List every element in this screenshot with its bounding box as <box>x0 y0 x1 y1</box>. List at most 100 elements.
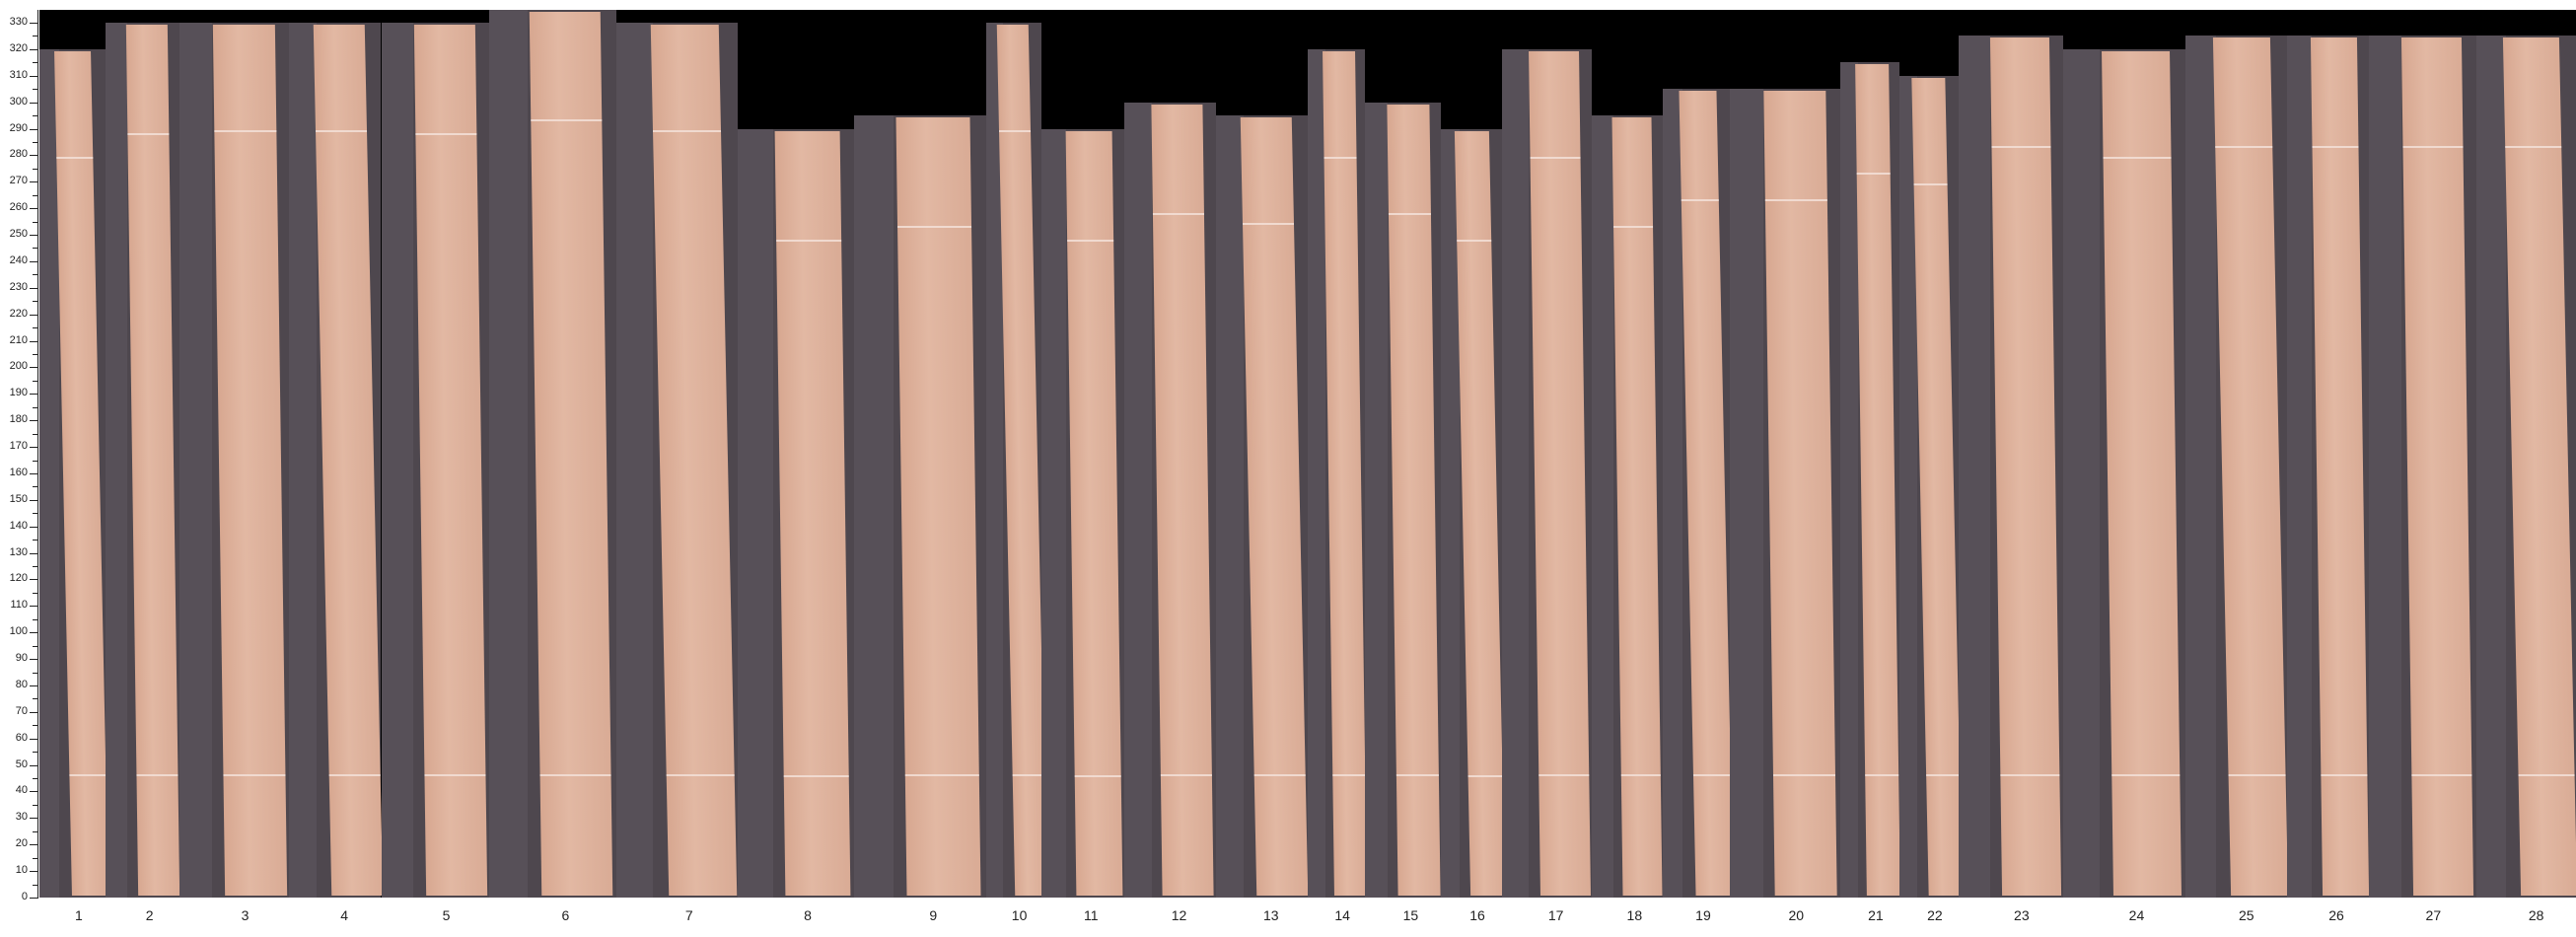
board-label: 18 <box>1626 907 1643 923</box>
y-tick-label: 120 <box>9 572 28 585</box>
board-panel[interactable] <box>1958 36 2064 898</box>
y-tick <box>33 460 37 462</box>
y-tick-label: 220 <box>9 307 28 320</box>
y-tick <box>30 340 37 342</box>
board-label: 27 <box>2425 907 2442 923</box>
cut-mark <box>69 774 107 777</box>
y-tick <box>30 552 37 554</box>
cut-mark <box>998 129 1031 132</box>
y-tick-label: 170 <box>9 440 28 453</box>
y-tick-label: 310 <box>9 68 28 81</box>
board-panel[interactable] <box>2063 48 2185 898</box>
cut-mark <box>2103 156 2172 159</box>
board-panel[interactable] <box>985 23 1046 898</box>
cut-mark <box>1681 198 1719 201</box>
board-panel[interactable] <box>1041 128 1124 898</box>
board-panel[interactable] <box>1123 102 1216 898</box>
board-label: 25 <box>2238 907 2254 923</box>
board-image <box>1528 50 1591 896</box>
y-tick <box>33 698 37 700</box>
board-panel[interactable] <box>615 23 739 898</box>
board-label: 15 <box>1402 907 1419 923</box>
y-tick-label: 240 <box>9 253 28 266</box>
panel-shadow <box>489 10 528 898</box>
board-image <box>996 25 1046 896</box>
cut-mark <box>1773 774 1835 777</box>
board-panel[interactable] <box>1730 89 1840 898</box>
board-panel[interactable] <box>1441 128 1505 898</box>
y-tick <box>33 327 37 329</box>
panel-shadow <box>2287 36 2313 898</box>
board-image <box>1911 77 1963 896</box>
board-image <box>313 25 384 896</box>
board-image <box>1065 130 1123 896</box>
y-tick <box>30 367 37 369</box>
board-image <box>650 25 738 896</box>
board-image <box>2503 37 2576 896</box>
board-panel[interactable] <box>2475 36 2576 898</box>
cut-mark <box>1254 774 1307 777</box>
board-panel[interactable] <box>1215 115 1309 898</box>
panel-shadow <box>1441 128 1460 898</box>
board-panel[interactable] <box>1365 102 1442 898</box>
cut-mark <box>1765 198 1827 201</box>
panel-shadow <box>289 23 318 898</box>
board-panel[interactable] <box>1308 48 1367 898</box>
board-panel[interactable] <box>1662 89 1734 898</box>
y-tick-label: 80 <box>15 678 28 690</box>
board-panel[interactable] <box>738 128 855 898</box>
board-panel[interactable] <box>854 115 986 898</box>
y-tick <box>33 221 37 223</box>
board-image <box>2310 37 2369 896</box>
cut-mark <box>223 774 285 777</box>
board-panel[interactable] <box>1898 75 1963 898</box>
board-label: 8 <box>804 907 812 923</box>
y-tick <box>33 248 37 250</box>
board-image <box>529 12 612 896</box>
y-tick <box>33 89 37 91</box>
board-image <box>1387 104 1441 896</box>
board-label: 11 <box>1083 907 1099 923</box>
y-tick <box>33 194 37 196</box>
board-panel[interactable] <box>1501 48 1593 898</box>
panel-shadow <box>1730 89 1763 898</box>
y-tick <box>33 857 37 859</box>
cut-mark <box>1914 182 1948 185</box>
board-image <box>1455 130 1505 896</box>
cut-mark <box>1012 774 1044 777</box>
board-panel[interactable] <box>2287 36 2370 898</box>
board-image <box>895 117 981 896</box>
y-tick-label: 230 <box>9 280 28 293</box>
y-tick-label: 70 <box>15 704 28 717</box>
panel-shadow <box>1308 48 1325 898</box>
y-tick <box>33 115 37 117</box>
cut-mark <box>136 774 179 777</box>
board-panel[interactable] <box>1592 115 1663 898</box>
y-tick <box>30 128 37 130</box>
y-tick <box>33 380 37 382</box>
y-tick-label: 100 <box>9 625 28 638</box>
board-panel[interactable] <box>179 23 290 898</box>
board-image <box>1323 50 1367 896</box>
board-panel[interactable] <box>1839 62 1900 898</box>
board-panel[interactable] <box>2184 36 2288 898</box>
board-panel[interactable] <box>381 23 490 898</box>
y-tick <box>33 725 37 727</box>
board-panel[interactable] <box>105 23 179 898</box>
board-label: 13 <box>1263 907 1279 923</box>
y-tick <box>30 659 37 661</box>
cut-mark <box>2505 146 2562 149</box>
panel-shadow <box>1662 89 1683 898</box>
y-tick <box>30 499 37 501</box>
board-panel[interactable] <box>489 10 616 898</box>
y-tick <box>33 62 37 64</box>
board-panel[interactable] <box>289 23 384 898</box>
y-tick <box>33 406 37 408</box>
panel-shadow <box>738 128 773 898</box>
board-panel[interactable] <box>2369 36 2476 898</box>
board-panel[interactable] <box>38 48 109 898</box>
board-label: 26 <box>2328 907 2344 923</box>
board-image <box>1763 91 1837 896</box>
board-label: 3 <box>241 907 250 923</box>
cut-mark <box>2215 146 2272 149</box>
